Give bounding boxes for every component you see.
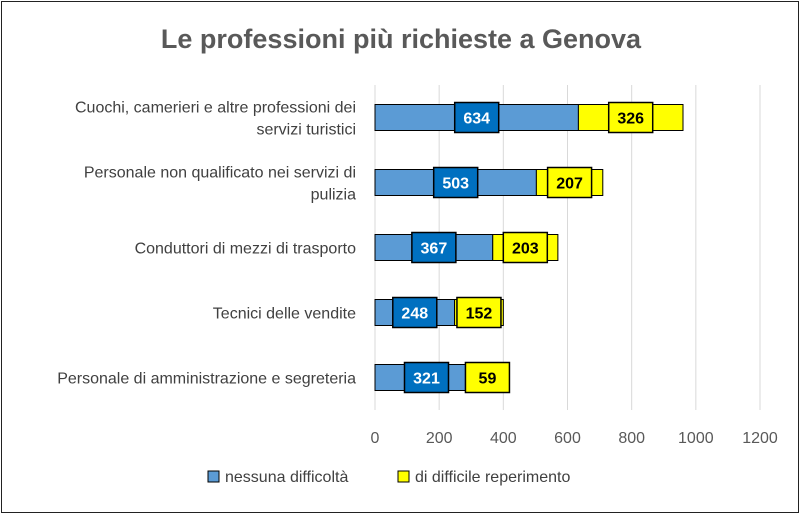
data-label: 503 (442, 176, 469, 193)
legend-label: di difficile reperimento (415, 469, 570, 486)
legend: nessuna difficoltà di difficile reperimen… (207, 469, 570, 486)
data-label-box (546, 166, 593, 199)
x-tick-label: 1000 (678, 430, 714, 447)
data-label: 203 (512, 241, 539, 258)
data-label-box (607, 101, 654, 134)
category-label: Cuochi, camerieri e altre professioni de… (75, 100, 356, 117)
category-labels: Cuochi, camerieri e altre professioni de… (57, 100, 356, 388)
data-label-box (456, 296, 502, 329)
category-label: Conduttori di mezzi di trasporto (135, 241, 357, 258)
bars: 634 326 503 207 367 203 248 152 321 59 (374, 101, 684, 394)
data-label-box (502, 231, 549, 264)
data-label: 326 (617, 111, 644, 128)
data-label: 152 (466, 306, 493, 323)
data-label-box (392, 296, 438, 329)
chart-title: Le professioni più richieste a Genova (161, 24, 642, 54)
x-tick-label: 400 (490, 430, 517, 447)
x-tick-label: 800 (618, 430, 645, 447)
data-label-box (403, 361, 450, 394)
x-tick-label: 200 (426, 430, 453, 447)
data-label: 59 (479, 371, 497, 388)
data-label: 207 (556, 176, 583, 193)
data-label: 634 (463, 111, 490, 128)
category-label: pulizia (311, 187, 356, 204)
category-label: Tecnici delle vendite (213, 306, 356, 323)
x-axis-ticks: 0 200 400 600 800 1000 1200 (371, 430, 778, 447)
x-tick-label: 1200 (742, 430, 778, 447)
legend-label: nessuna difficoltà (225, 469, 348, 486)
data-label-box (464, 361, 511, 394)
gridlines (374, 85, 761, 410)
data-label: 367 (421, 241, 448, 258)
legend-swatch (207, 470, 220, 483)
data-label: 321 (413, 371, 440, 388)
legend-swatch (397, 470, 410, 483)
category-label: servizi turistici (256, 122, 356, 139)
category-label: Personale non qualificato nei servizi di (84, 165, 356, 182)
data-label-box (453, 101, 500, 134)
x-tick-label: 600 (554, 430, 581, 447)
category-label: Personale di amministrazione e segreteri… (57, 371, 356, 388)
data-label-box (411, 231, 457, 264)
data-label: 248 (401, 306, 428, 323)
x-tick-label: 0 (371, 430, 380, 447)
data-label-box (432, 166, 479, 199)
